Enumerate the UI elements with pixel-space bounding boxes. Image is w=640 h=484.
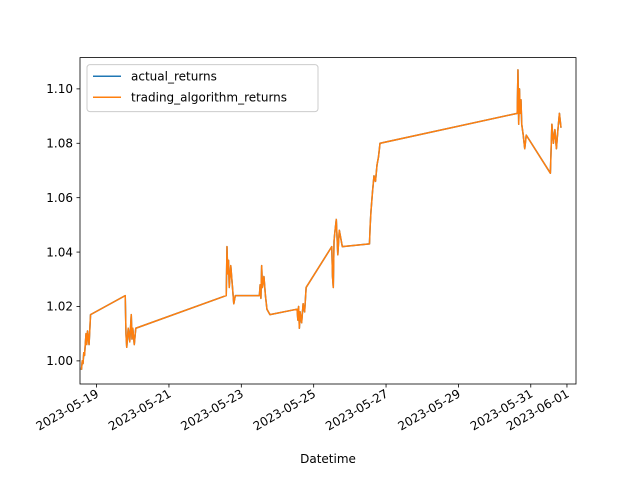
y-tick-label: 1.04 — [46, 245, 73, 259]
legend-box — [86, 64, 319, 113]
plot-area-frame — [79, 57, 577, 385]
legend: actual_returns trading_algorithm_returns — [86, 64, 319, 113]
x-axis-label: Datetime — [300, 452, 356, 466]
series-layer — [80, 69, 562, 370]
y-tick-label: 1.08 — [46, 136, 73, 150]
y-axis-ticks: 1.00 1.02 1.04 1.06 1.08 1.10 — [46, 82, 80, 368]
y-tick-label: 1.00 — [46, 354, 73, 368]
legend-label-trading-algorithm-returns: trading_algorithm_returns — [131, 91, 287, 105]
legend-label-actual-returns: actual_returns — [131, 70, 217, 84]
y-tick-label: 1.10 — [46, 82, 73, 96]
y-tick-label: 1.02 — [46, 300, 73, 314]
series-line-trading-algorithm-returns — [80, 69, 562, 370]
y-tick-label: 1.06 — [46, 191, 73, 205]
